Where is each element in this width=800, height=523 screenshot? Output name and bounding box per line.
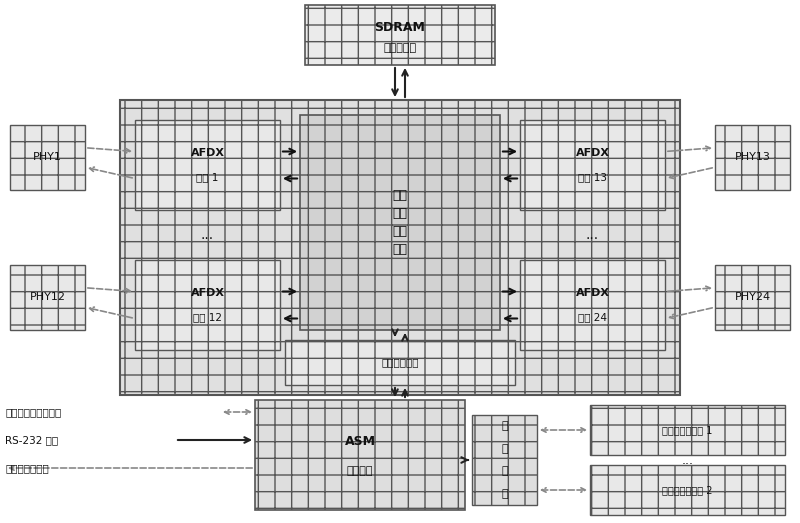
Text: 端口 13: 端口 13 xyxy=(578,172,607,182)
Text: PHY24: PHY24 xyxy=(734,292,770,302)
Text: 端口 12: 端口 12 xyxy=(193,312,222,322)
Bar xyxy=(120,100,680,395)
Bar xyxy=(590,465,785,515)
Bar xyxy=(520,260,665,350)
Text: 输出离散量接口: 输出离散量接口 xyxy=(5,463,49,473)
Text: AFDX: AFDX xyxy=(575,148,610,158)
Bar xyxy=(715,125,790,190)
Text: AFDX: AFDX xyxy=(190,148,225,158)
Text: 控制单元: 控制单元 xyxy=(346,467,374,476)
Text: SDRAM: SDRAM xyxy=(374,21,426,35)
Bar xyxy=(472,415,537,505)
Bar xyxy=(10,125,85,190)
Bar xyxy=(520,120,665,210)
Text: 单元: 单元 xyxy=(393,243,407,256)
Bar xyxy=(305,5,495,65)
Text: ...: ... xyxy=(586,228,599,242)
Text: 高速: 高速 xyxy=(393,189,407,202)
Bar xyxy=(255,400,465,510)
Bar xyxy=(135,120,280,210)
Text: PHY1: PHY1 xyxy=(33,153,62,163)
Bar xyxy=(715,265,790,330)
Text: ASM: ASM xyxy=(345,435,375,448)
Bar xyxy=(285,340,515,385)
Text: AFDX: AFDX xyxy=(190,288,225,298)
Text: 端口 1: 端口 1 xyxy=(196,172,218,182)
Text: 帧缓存储器: 帧缓存储器 xyxy=(383,43,417,53)
Bar xyxy=(590,405,785,455)
Bar xyxy=(10,265,85,330)
Text: AFDX: AFDX xyxy=(575,288,610,298)
Text: 交换: 交换 xyxy=(393,225,407,238)
Text: 端口 24: 端口 24 xyxy=(578,312,607,322)
Text: RS-232 接口: RS-232 接口 xyxy=(5,435,58,445)
Text: 监: 监 xyxy=(501,421,508,431)
Text: PHY12: PHY12 xyxy=(30,292,66,302)
Text: 网络: 网络 xyxy=(393,207,407,220)
Text: 端: 端 xyxy=(501,466,508,476)
Text: 口: 口 xyxy=(501,489,508,499)
Text: ...: ... xyxy=(201,228,214,242)
Text: 专用以太网接口 2: 专用以太网接口 2 xyxy=(662,485,713,495)
Text: 专用以太网接口 1: 专用以太网接口 1 xyxy=(662,425,713,435)
Text: ...: ... xyxy=(682,453,694,467)
Bar xyxy=(300,115,500,330)
Text: 以太网接口（调试）: 以太网接口（调试） xyxy=(5,407,62,417)
Bar xyxy=(135,260,280,350)
Text: PHY13: PHY13 xyxy=(734,153,770,163)
Text: 网络控制端口: 网络控制端口 xyxy=(382,358,418,368)
Text: 控: 控 xyxy=(501,444,508,454)
